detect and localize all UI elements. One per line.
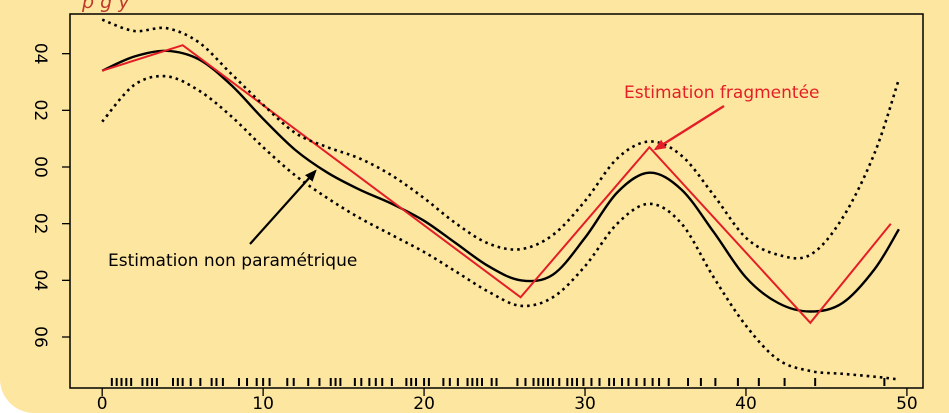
x-tick-label: 20: [413, 394, 435, 413]
x-tick-label: 50: [896, 394, 918, 413]
series-lower-band: [101, 74, 900, 381]
x-tick-label: 10: [252, 394, 274, 413]
series-nonparametric-line: [101, 49, 900, 313]
series-upper-band: [101, 18, 901, 260]
x-tick-label: 30: [574, 394, 596, 413]
annotation-nonparametric-arrow: [249, 169, 317, 245]
x-tick-label: 0: [97, 394, 108, 413]
y-tick-label: 00: [30, 156, 50, 178]
plot-frame: [69, 13, 924, 389]
y-tick-label: 02: [30, 100, 50, 122]
y-tick-label: 02: [30, 213, 50, 235]
chart-subtitle-fragment: p g y: [82, 0, 130, 13]
annotation-fragmented-arrow: [653, 104, 725, 151]
y-tick-label: 06: [30, 326, 50, 348]
y-tick-label: 04: [30, 270, 50, 292]
series-fragmented-line: [101, 44, 892, 325]
annotation-fragmented-label: Estimation fragmentée: [624, 83, 820, 103]
x-tick-label: 40: [735, 394, 757, 413]
annotation-nonparametric-label: Estimation non paramétrique: [108, 251, 357, 271]
y-tick-label: 04: [30, 43, 50, 65]
